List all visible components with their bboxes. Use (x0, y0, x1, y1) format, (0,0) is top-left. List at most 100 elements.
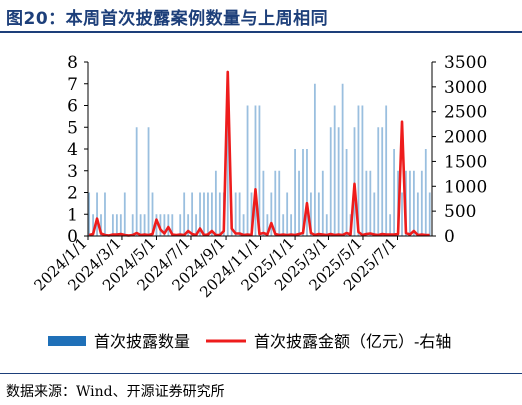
bar (357, 105, 360, 236)
bar (294, 149, 296, 236)
bar (369, 170, 372, 236)
legend-label-bar: 首次披露数量 (94, 332, 190, 351)
bar (381, 127, 384, 236)
bar (290, 214, 293, 236)
y-left-tick-label: 0 (67, 227, 78, 247)
bar (199, 192, 201, 236)
bar (278, 170, 281, 236)
bar (115, 214, 118, 236)
bar (163, 214, 166, 236)
bar (365, 170, 368, 236)
bar (317, 192, 320, 236)
y-right-tick-label: 0 (444, 227, 455, 247)
y-right-tick-label: 1500 (444, 152, 487, 172)
bar (250, 192, 253, 236)
bar (214, 170, 217, 236)
bar (159, 214, 162, 236)
bar (238, 192, 241, 236)
y-left-tick-label: 6 (67, 97, 78, 117)
bar (92, 214, 94, 236)
bar (139, 214, 142, 236)
bar (266, 214, 269, 236)
bar (420, 170, 423, 236)
y-right-tick-label: 1000 (444, 177, 487, 197)
bar (135, 127, 138, 236)
bar (282, 214, 285, 236)
bar (270, 192, 273, 236)
bar (424, 149, 427, 236)
bar (100, 214, 102, 236)
y-right-tick-label: 2500 (444, 103, 487, 123)
bar (389, 214, 392, 236)
legend-label-line: 首次披露金额（亿元）-右轴 (254, 332, 451, 351)
bar (187, 214, 190, 236)
y-right-tick-label: 500 (444, 202, 476, 222)
bar (211, 192, 213, 236)
bar (313, 83, 316, 236)
bar (179, 214, 182, 236)
source-rule (0, 373, 522, 374)
bar (341, 83, 344, 236)
line-layer (88, 70, 430, 237)
y-left-tick-label: 3 (67, 162, 78, 182)
legend-swatch-bar (48, 336, 86, 346)
bar (310, 192, 312, 236)
bar (207, 192, 209, 236)
bar (195, 214, 197, 236)
bar (123, 192, 126, 236)
y-left-tick-label: 7 (67, 75, 78, 95)
bar (218, 192, 221, 236)
y-left-tick-label: 8 (67, 53, 78, 73)
bar (298, 170, 300, 236)
bar (393, 149, 395, 236)
bar (361, 105, 364, 236)
y-right-tick-label: 3000 (444, 78, 487, 98)
y-left-tick-label: 4 (67, 140, 78, 160)
bar (234, 192, 237, 236)
y-left-tick-label: 2 (67, 184, 78, 204)
bar (325, 214, 328, 236)
bar (88, 192, 91, 236)
bar (183, 192, 186, 236)
bar (131, 214, 134, 236)
y-right-tick-label: 2000 (444, 128, 487, 148)
bar (373, 192, 376, 236)
y-left-tick-label: 5 (67, 118, 78, 138)
bar (306, 149, 308, 236)
bar (321, 170, 324, 236)
bar (104, 192, 106, 236)
bar (119, 214, 122, 236)
bar (155, 214, 158, 236)
bar (191, 192, 194, 236)
bar (302, 149, 304, 236)
bar (242, 214, 245, 236)
bar (246, 105, 249, 236)
bar (203, 192, 205, 236)
bar (428, 192, 431, 236)
bar (353, 127, 356, 236)
bar (412, 170, 415, 236)
legend: 首次披露数量 首次披露金额（亿元）-右轴 (48, 332, 451, 351)
bar (111, 214, 114, 236)
bar (147, 127, 150, 236)
title-rule (0, 31, 522, 33)
series-line (88, 70, 430, 237)
bar (143, 214, 146, 236)
figure-title: 图20：本周首次披露案例数量与上周相同 (6, 9, 329, 29)
bar (333, 105, 336, 236)
bar (385, 105, 388, 236)
bar (409, 170, 411, 236)
bar (286, 192, 289, 236)
bar (329, 127, 332, 236)
bar (274, 170, 277, 236)
bar (167, 214, 170, 236)
source-note: 数据来源：Wind、开源证券研究所 (6, 384, 225, 400)
bar (337, 127, 340, 236)
bar (262, 170, 265, 236)
bar (96, 192, 98, 236)
bars-layer (88, 83, 431, 236)
y-left-tick-label: 1 (67, 205, 78, 225)
chart: 0123456780500100015002000250030003500202… (30, 53, 487, 351)
bar (401, 192, 403, 236)
bar (258, 105, 261, 236)
